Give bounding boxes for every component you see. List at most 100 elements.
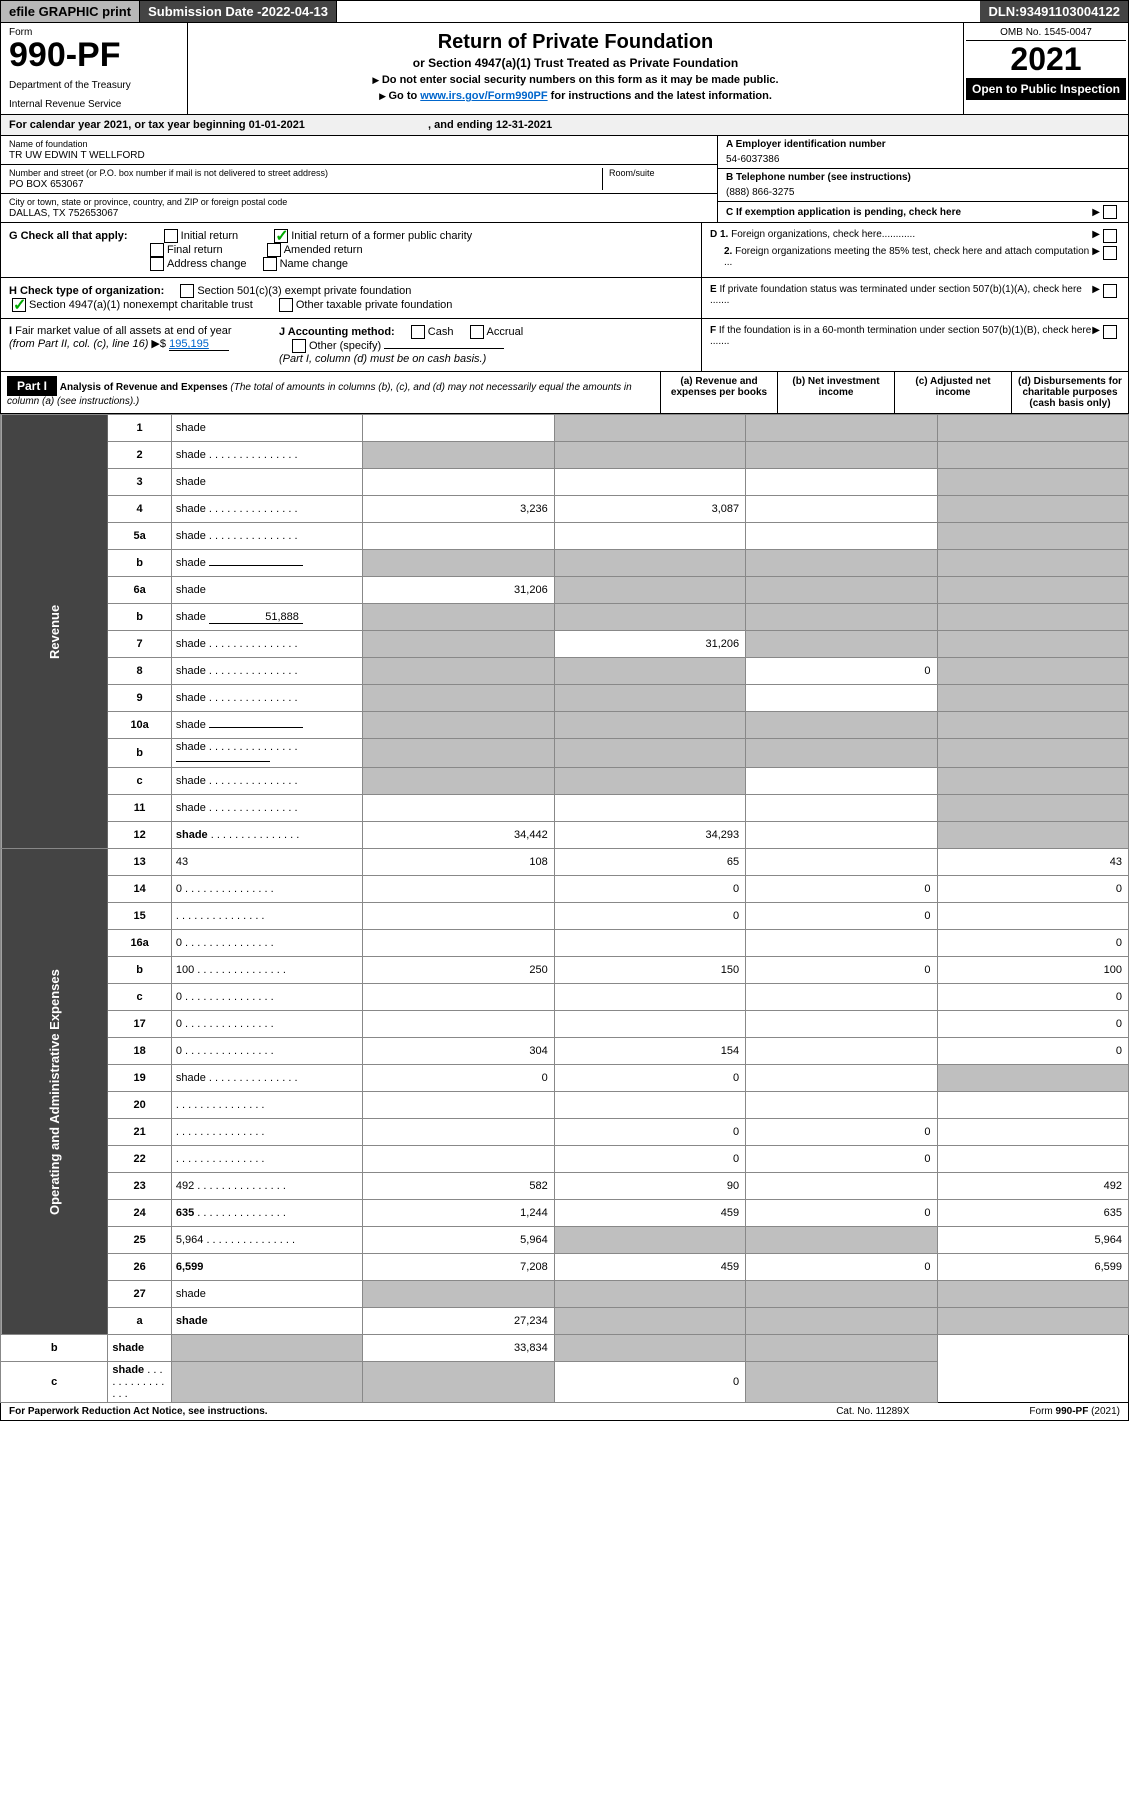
table-row: 6ashade31,206	[1, 577, 1129, 604]
cell-b: 31,206	[554, 631, 745, 658]
form-link[interactable]: www.irs.gov/Form990PF	[420, 90, 547, 102]
cell-c: 0	[746, 903, 937, 930]
cell-b	[554, 658, 745, 685]
e-checkbox[interactable]	[1103, 284, 1117, 298]
irs-label: Internal Revenue Service	[9, 99, 179, 110]
line-number: b	[108, 550, 171, 577]
line-desc: shade	[171, 631, 362, 658]
form-header: Form 990-PF Department of the Treasury I…	[0, 23, 1129, 115]
c-checkbox[interactable]	[1103, 205, 1117, 219]
calendar-year-row: For calendar year 2021, or tax year begi…	[0, 115, 1129, 136]
line-number: 12	[108, 822, 171, 849]
cell-c	[746, 739, 937, 768]
cell-d	[746, 1335, 937, 1362]
cell-a	[363, 1092, 554, 1119]
cell-c: 0	[554, 1362, 745, 1403]
cell-a	[363, 739, 554, 768]
dln: DLN: 93491103004122	[980, 1, 1128, 22]
table-row: 246351,2444590635	[1, 1200, 1129, 1227]
cell-a	[363, 685, 554, 712]
cell-b	[554, 1227, 745, 1254]
j-other-checkbox[interactable]	[292, 339, 306, 353]
cell-d: 0	[937, 984, 1128, 1011]
e-text: If private foundation status was termina…	[710, 284, 1082, 306]
cell-b	[554, 739, 745, 768]
g-initial-checkbox[interactable]	[164, 229, 178, 243]
g-amended-checkbox[interactable]	[267, 243, 281, 257]
cell-d: 5,964	[937, 1227, 1128, 1254]
table-row: 10ashade	[1, 712, 1129, 739]
cell-a	[363, 604, 554, 631]
ein: 54-6037386	[726, 154, 1120, 165]
cell-d	[937, 415, 1128, 442]
line-number: c	[1, 1362, 108, 1403]
g-address-checkbox[interactable]	[150, 257, 164, 271]
i-value[interactable]: 195,195	[169, 338, 229, 351]
h2-checkbox[interactable]	[12, 298, 26, 312]
cell-a: 0	[363, 1065, 554, 1092]
j-accrual-checkbox[interactable]	[470, 325, 484, 339]
cell-c: 0	[746, 1254, 937, 1281]
cell-d	[937, 496, 1128, 523]
line-desc: shade	[108, 1362, 171, 1403]
cell-a	[363, 768, 554, 795]
line-number: c	[108, 984, 171, 1011]
line-desc	[171, 1119, 362, 1146]
d2-checkbox[interactable]	[1103, 246, 1117, 260]
g-final-checkbox[interactable]	[150, 243, 164, 257]
line-desc	[171, 1092, 362, 1119]
form-number: 990-PF	[9, 38, 179, 72]
table-row: Operating and Administrative Expenses134…	[1, 849, 1129, 876]
cell-b: 0	[554, 1065, 745, 1092]
ein-label: A Employer identification number	[726, 139, 886, 150]
cell-c	[746, 604, 937, 631]
cell-a	[363, 1119, 554, 1146]
cell-c	[746, 415, 937, 442]
col-d: (d) Disbursements for charitable purpose…	[1011, 372, 1128, 413]
cell-b: 459	[554, 1254, 745, 1281]
cell-a	[363, 523, 554, 550]
table-row: bshade	[1, 550, 1129, 577]
table-row: 255,9645,9645,964	[1, 1227, 1129, 1254]
h3-checkbox[interactable]	[279, 298, 293, 312]
cell-c	[746, 1173, 937, 1200]
g-former-checkbox[interactable]	[274, 229, 288, 243]
line-number: b	[108, 604, 171, 631]
line-desc: 635	[171, 1200, 362, 1227]
goto-note: Go to www.irs.gov/Form990PF for instruct…	[194, 90, 957, 102]
cell-d	[937, 523, 1128, 550]
table-row: 8shade0	[1, 658, 1129, 685]
cell-d: 100	[937, 957, 1128, 984]
d1-checkbox[interactable]	[1103, 229, 1117, 243]
cell-c	[746, 523, 937, 550]
line-desc: shade	[171, 739, 362, 768]
cell-b: 459	[554, 1200, 745, 1227]
cell-b	[554, 1011, 745, 1038]
g-name-checkbox[interactable]	[263, 257, 277, 271]
line-desc: shade	[171, 658, 362, 685]
cell-c: 0	[746, 1119, 937, 1146]
ssn-note: Do not enter social security numbers on …	[194, 74, 957, 86]
cell-c	[746, 1092, 937, 1119]
table-row: 5ashade	[1, 523, 1129, 550]
line-desc: shade	[171, 577, 362, 604]
cell-d	[937, 1308, 1128, 1335]
table-row: 1803041540	[1, 1038, 1129, 1065]
j-cash-checkbox[interactable]	[411, 325, 425, 339]
table-row: bshade33,834	[1, 1335, 1129, 1362]
cell-d	[937, 822, 1128, 849]
table-row: 7shade31,206	[1, 631, 1129, 658]
cell-d	[937, 712, 1128, 739]
table-row: 1500	[1, 903, 1129, 930]
cell-a: 250	[363, 957, 554, 984]
cell-d	[746, 1362, 937, 1403]
cell-c: 0	[746, 1200, 937, 1227]
cell-b	[554, 685, 745, 712]
h-block: H Check type of organization: Section 50…	[0, 278, 1129, 319]
line-number: 6a	[108, 577, 171, 604]
line-number: 15	[108, 903, 171, 930]
col-c: (c) Adjusted net income	[894, 372, 1011, 413]
cell-d	[937, 1281, 1128, 1308]
f-checkbox[interactable]	[1103, 325, 1117, 339]
h1-checkbox[interactable]	[180, 284, 194, 298]
